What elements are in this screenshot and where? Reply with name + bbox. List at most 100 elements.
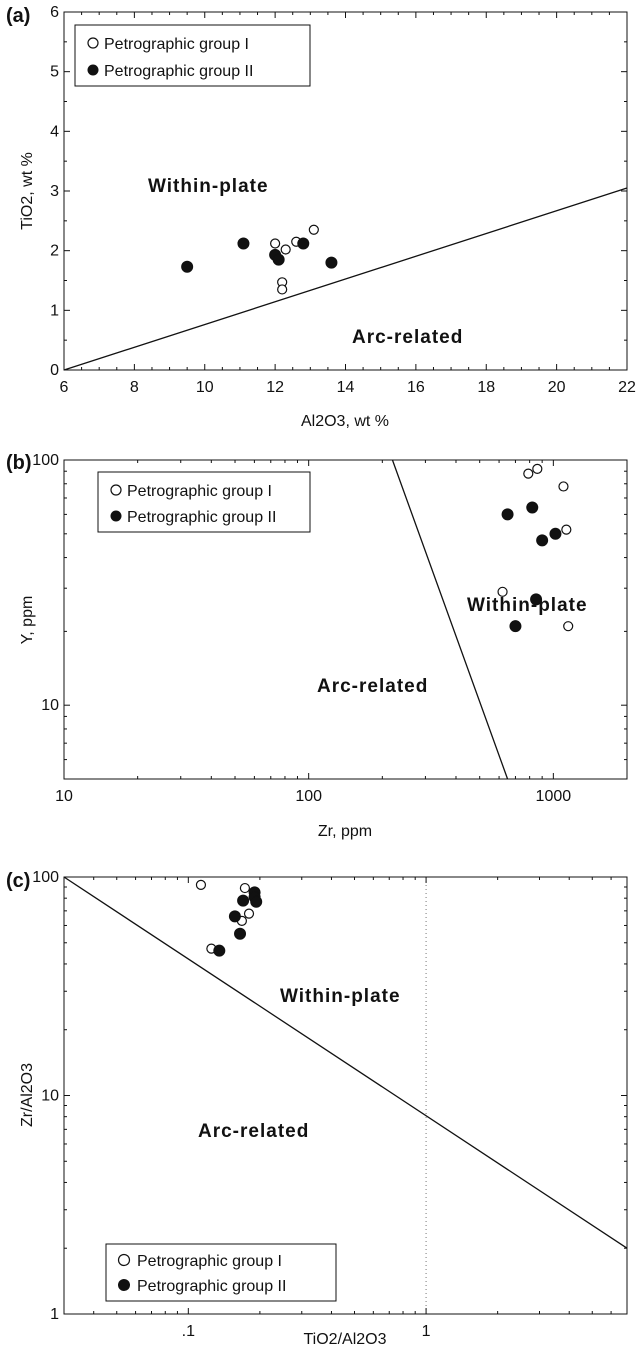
legend-open-circle-marker <box>110 484 122 496</box>
panel-c-letter: (c) <box>6 870 30 892</box>
panel-b-letter: (b) <box>6 452 32 474</box>
point-group-i <box>523 468 534 479</box>
panel-c-region-arc-related: Arc-related <box>198 1121 309 1142</box>
point-group-ii <box>536 534 549 547</box>
panel-b-points <box>497 463 574 633</box>
point-group-i <box>563 621 574 632</box>
y-tick-label: 2 <box>50 243 59 260</box>
panel-a-y-axis-label: TiO2, wt % <box>19 152 36 230</box>
panel-b-region-arc-related: Arc-related <box>317 676 428 697</box>
panel-a-legend-box <box>74 24 311 87</box>
panel-a-points <box>181 224 338 295</box>
x-tick-label: 1 <box>422 1323 431 1340</box>
point-group-i <box>532 463 543 474</box>
point-group-ii <box>213 944 226 957</box>
y-tick-label: 4 <box>50 123 59 140</box>
panel-b: (b) 10 100 1000 10 100 Within-plate Arc-rela… <box>6 452 628 840</box>
point-group-ii <box>325 256 338 269</box>
panel-a-x-axis-label: Al2O3, wt % <box>301 413 389 430</box>
panel-b-region-within-plate: Within-plate <box>467 595 588 616</box>
point-group-ii <box>234 927 247 940</box>
panel-c: (c) .1 1 1 10 100 Within-plate Arc-related P… <box>6 869 628 1348</box>
point-group-ii <box>237 237 250 250</box>
point-group-ii <box>237 894 250 907</box>
panel-a-boundary-line <box>63 187 628 371</box>
point-group-ii <box>250 895 263 908</box>
point-group-ii <box>509 620 522 633</box>
y-tick-label: 1 <box>50 1306 59 1323</box>
x-tick-label: 6 <box>60 379 69 396</box>
panel-a-legend-group-ii: Petrographic group II <box>104 63 253 80</box>
legend-filled-circle-marker <box>118 1279 130 1291</box>
point-group-ii <box>526 501 539 514</box>
point-group-i <box>270 238 281 249</box>
x-tick-label: 14 <box>337 379 355 396</box>
point-group-i <box>561 524 572 535</box>
legend-open-circle-marker <box>117 1253 131 1267</box>
point-group-i <box>308 224 319 235</box>
panel-a-region-within-plate: Within-plate <box>148 176 269 197</box>
panel-b-boundary-line <box>391 459 509 780</box>
point-group-i <box>239 882 251 894</box>
panel-c-x-axis-label: TiO2/Al2O3 <box>304 1331 387 1348</box>
panel-b-y-axis-label: Y, ppm <box>19 596 36 645</box>
panel-c-legend-box <box>105 1243 337 1302</box>
x-tick-label: 10 <box>196 379 214 396</box>
point-group-ii <box>297 237 310 250</box>
x-tick-label: 18 <box>477 379 495 396</box>
panel-c-legend-group-ii: Petrographic group II <box>137 1278 286 1295</box>
panel-c-ticks: .1 1 1 10 100 <box>32 869 628 1340</box>
y-tick-label: 3 <box>50 183 59 200</box>
panel-b-ticks: 10 100 1000 10 100 <box>32 452 628 805</box>
panel-a-legend-group-i: Petrographic group I <box>104 36 249 53</box>
x-tick-label: 16 <box>407 379 425 396</box>
point-group-i <box>195 879 207 891</box>
panel-b-frame <box>63 459 628 780</box>
panel-b-legend-box <box>97 471 311 533</box>
panel-c-points <box>195 879 263 957</box>
y-tick-label: 10 <box>41 1088 59 1105</box>
point-group-i <box>497 586 508 597</box>
y-tick-label: 100 <box>32 869 59 886</box>
point-group-ii <box>530 593 543 606</box>
panel-b-x-axis-label: Zr, ppm <box>318 823 372 840</box>
panel-a-region-arc-related: Arc-related <box>352 327 463 348</box>
x-tick-label: 100 <box>295 788 322 805</box>
panel-b-legend-group-i: Petrographic group I <box>127 483 272 500</box>
y-tick-label: 5 <box>50 64 59 81</box>
x-tick-label: 22 <box>618 379 636 396</box>
panel-b-legend-group-ii: Petrographic group II <box>127 509 276 526</box>
y-tick-label: 100 <box>32 452 59 469</box>
panel-c-region-within-plate: Within-plate <box>280 986 401 1007</box>
panel-a-letter: (a) <box>6 5 30 27</box>
point-group-ii <box>228 910 241 923</box>
x-tick-label: 12 <box>266 379 284 396</box>
panel-c-boundary-line <box>63 876 628 1249</box>
panel-c-y-axis-label: Zr/Al2O3 <box>19 1063 36 1127</box>
y-tick-label: 6 <box>50 4 59 21</box>
panel-c-legend-group-i: Petrographic group I <box>137 1253 282 1270</box>
point-group-i <box>243 908 255 919</box>
x-tick-label: 1000 <box>536 788 572 805</box>
point-group-ii <box>549 527 562 540</box>
y-tick-label: 0 <box>50 362 59 379</box>
point-group-ii <box>272 253 285 266</box>
y-tick-label: 1 <box>50 302 59 319</box>
legend-filled-circle-marker <box>87 64 99 76</box>
point-group-ii <box>181 260 194 273</box>
x-tick-label: 8 <box>130 379 139 396</box>
y-tick-label: 10 <box>41 697 59 714</box>
panel-c-legend: Petrographic group I Petrographic group … <box>105 1243 337 1302</box>
legend-open-circle-marker <box>87 37 99 49</box>
x-tick-label: 20 <box>548 379 566 396</box>
point-group-i <box>558 481 569 492</box>
point-group-ii <box>501 508 514 521</box>
point-group-i <box>280 244 291 255</box>
x-tick-label: 10 <box>55 788 73 805</box>
panel-b-legend: Petrographic group I Petrographic group … <box>97 471 311 533</box>
x-tick-label: .1 <box>182 1323 195 1340</box>
panel-a-legend: Petrographic group I Petrographic group … <box>74 24 311 87</box>
legend-filled-circle-marker <box>110 510 122 522</box>
